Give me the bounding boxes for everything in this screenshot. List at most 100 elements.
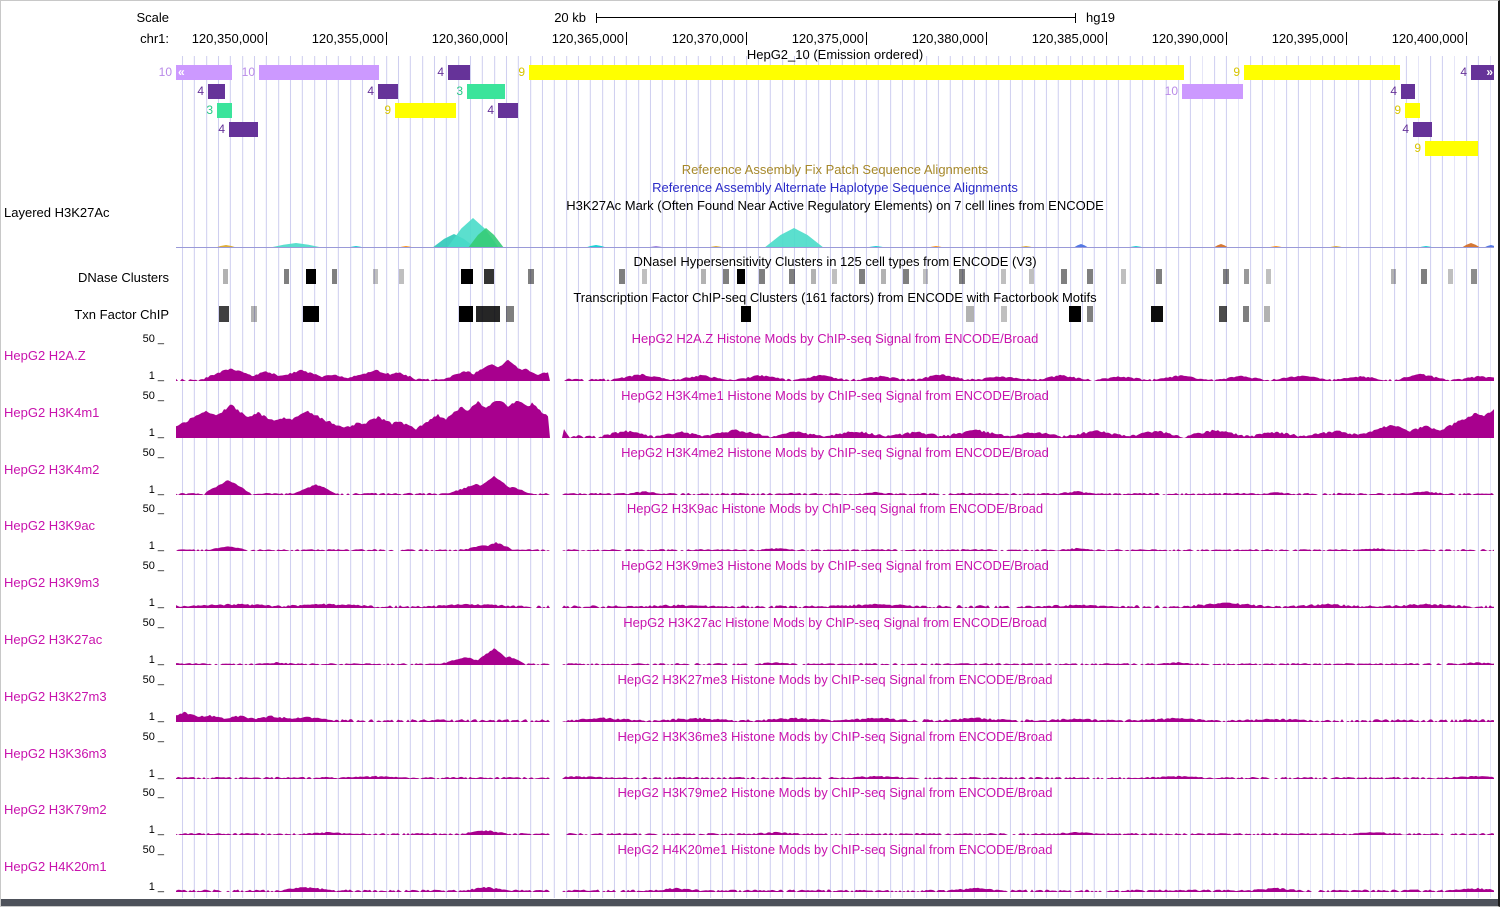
signal-track-sidelabel[interactable]: HepG2 H3K79m2 — [4, 802, 107, 817]
ruler-tick-label[interactable]: 120,400,000 — [1391, 31, 1464, 46]
chromhmm-state-4-item[interactable] — [208, 84, 225, 99]
txn-factor-cluster-box[interactable] — [1264, 306, 1270, 322]
signal-area-hepg2-h3k36m3[interactable] — [176, 740, 1494, 779]
txn-factor-cluster-box[interactable] — [1087, 306, 1093, 322]
txn-factor-sidelabel[interactable]: Txn Factor ChIP — [74, 307, 169, 322]
dnase-cluster-box[interactable] — [642, 269, 647, 284]
dnase-cluster-box[interactable] — [903, 269, 909, 284]
signal-track-sidelabel[interactable]: HepG2 H3K4m2 — [4, 462, 100, 477]
chromhmm-state-4-item[interactable] — [1413, 122, 1432, 137]
txn-factor-cluster-box[interactable] — [966, 306, 974, 322]
dnase-cluster-box[interactable] — [1448, 269, 1453, 284]
dnase-cluster-box[interactable] — [373, 269, 378, 284]
dnase-cluster-box[interactable] — [1156, 269, 1162, 284]
ruler-tick-label[interactable]: 120,355,000 — [311, 31, 384, 46]
layered-h3k27ac-signal-area[interactable] — [176, 215, 1494, 248]
signal-area-hepg2-h3k9m3[interactable] — [176, 569, 1494, 608]
dnase-cluster-box[interactable] — [723, 269, 729, 284]
chromhmm-state-4-item[interactable] — [229, 122, 258, 137]
dnase-cluster-box[interactable] — [332, 269, 337, 284]
chromhmm-state-10-item[interactable]: « — [176, 65, 232, 80]
dnase-cluster-box[interactable] — [1266, 269, 1271, 284]
dnase-cluster-box[interactable] — [832, 269, 837, 284]
dnase-cluster-box[interactable] — [484, 269, 494, 284]
dnase-cluster-box[interactable] — [284, 269, 289, 284]
signal-area-hepg2-h3k9ac[interactable] — [176, 512, 1494, 551]
chromhmm-state-9-item[interactable] — [1405, 103, 1420, 118]
chromhmm-state-4-item[interactable] — [498, 103, 518, 118]
dnase-cluster-box[interactable] — [701, 269, 706, 284]
chromhmm-state-3-item[interactable] — [217, 103, 232, 118]
ruler-tick-label[interactable]: 120,380,000 — [911, 31, 984, 46]
ruler-tick-label[interactable]: 120,370,000 — [671, 31, 744, 46]
dnase-cluster-box[interactable] — [1421, 269, 1427, 284]
signal-area-hepg2-h3k4m2[interactable] — [176, 456, 1494, 495]
signal-area-hepg2-h2a-z[interactable] — [176, 342, 1494, 381]
dnase-cluster-box[interactable] — [1001, 269, 1006, 284]
ruler-tick-label[interactable]: 120,365,000 — [551, 31, 624, 46]
ruler-tick-label[interactable]: 120,390,000 — [1151, 31, 1224, 46]
ruler-tick-label[interactable]: 120,350,000 — [191, 31, 264, 46]
signal-track-sidelabel[interactable]: HepG2 H4K20m1 — [4, 859, 107, 874]
dnase-cluster-box[interactable] — [923, 269, 928, 284]
txn-factor-cluster-box[interactable] — [741, 306, 751, 322]
txn-factor-cluster-box[interactable] — [1069, 306, 1081, 322]
dnase-cluster-box[interactable] — [619, 269, 625, 284]
chromhmm-state-3-item[interactable] — [467, 84, 505, 99]
txn-factor-cluster-box[interactable] — [251, 306, 257, 322]
dnase-cluster-box[interactable] — [1471, 269, 1477, 284]
ruler-tick-label[interactable]: 120,375,000 — [791, 31, 864, 46]
chromhmm-state-4-item[interactable] — [378, 84, 398, 99]
dnase-cluster-box[interactable] — [528, 269, 534, 284]
signal-area-hepg2-h3k27ac[interactable] — [176, 626, 1494, 665]
dnase-cluster-box[interactable] — [789, 269, 795, 284]
dnase-cluster-box[interactable] — [959, 269, 965, 284]
chromhmm-state-9-item[interactable] — [1425, 141, 1478, 156]
txn-factor-cluster-box[interactable] — [1219, 306, 1227, 322]
ruler-tick-label[interactable]: 120,395,000 — [1271, 31, 1344, 46]
signal-track-sidelabel[interactable]: HepG2 H3K27ac — [4, 632, 103, 647]
dnase-cluster-box[interactable] — [1223, 269, 1229, 284]
signal-area-hepg2-h3k27m3[interactable] — [176, 683, 1494, 722]
chromhmm-state-4-item[interactable] — [448, 65, 470, 80]
chromhmm-state-4-item[interactable] — [1401, 84, 1415, 99]
chromhmm-state-9-item[interactable] — [1244, 65, 1400, 80]
dnase-cluster-box[interactable] — [881, 269, 886, 284]
ruler-tick-label[interactable]: 120,360,000 — [431, 31, 504, 46]
chromhmm-state-4-item[interactable]: » — [1471, 65, 1494, 80]
dnase-cluster-box[interactable] — [223, 269, 228, 284]
dnase-cluster-box[interactable] — [1029, 269, 1034, 284]
dnase-cluster-box[interactable] — [811, 269, 816, 284]
chromhmm-state-9-item[interactable] — [395, 103, 456, 118]
signal-track-sidelabel[interactable]: HepG2 H3K9ac — [4, 518, 96, 533]
ruler-tick-label[interactable]: 120,385,000 — [1031, 31, 1104, 46]
signal-area-hepg2-h3k79m2[interactable] — [176, 796, 1494, 835]
signal-track-sidelabel[interactable]: HepG2 H3K27m3 — [4, 689, 107, 704]
signal-track-sidelabel[interactable]: HepG2 H2A.Z — [4, 348, 86, 363]
signal-track-sidelabel[interactable]: HepG2 H3K9m3 — [4, 575, 100, 590]
dnase-cluster-box[interactable] — [759, 269, 765, 284]
dnase-cluster-box[interactable] — [737, 269, 745, 284]
txn-factor-cluster-box[interactable] — [1243, 306, 1249, 322]
dnase-cluster-box[interactable] — [306, 269, 316, 284]
dnase-cluster-box[interactable] — [859, 269, 865, 284]
chromhmm-state-10-item[interactable] — [259, 65, 379, 80]
dnase-cluster-box[interactable] — [1391, 269, 1396, 284]
dnase-cluster-box[interactable] — [461, 269, 473, 284]
layered-h3k27ac-sidelabel[interactable]: Layered H3K27Ac — [4, 205, 110, 220]
dnase-cluster-box[interactable] — [1061, 269, 1067, 284]
dnase-cluster-box[interactable] — [399, 269, 404, 284]
txn-factor-cluster-box[interactable] — [459, 306, 473, 322]
dnase-cluster-box[interactable] — [1244, 269, 1249, 284]
dnase-cluster-box[interactable] — [1087, 269, 1093, 284]
signal-track-sidelabel[interactable]: HepG2 H3K36m3 — [4, 746, 107, 761]
txn-factor-cluster-box[interactable] — [303, 306, 319, 322]
txn-factor-cluster-box[interactable] — [1151, 306, 1163, 322]
txn-factor-cluster-box[interactable] — [476, 306, 500, 322]
signal-area-hepg2-h4k20m1[interactable] — [176, 853, 1494, 892]
chromhmm-state-9-item[interactable] — [529, 65, 1184, 80]
txn-factor-cluster-box[interactable] — [506, 306, 514, 322]
signal-area-hepg2-h3k4m1[interactable] — [176, 399, 1494, 438]
txn-factor-cluster-box[interactable] — [1001, 306, 1007, 322]
dnase-clusters-sidelabel[interactable]: DNase Clusters — [77, 270, 169, 285]
